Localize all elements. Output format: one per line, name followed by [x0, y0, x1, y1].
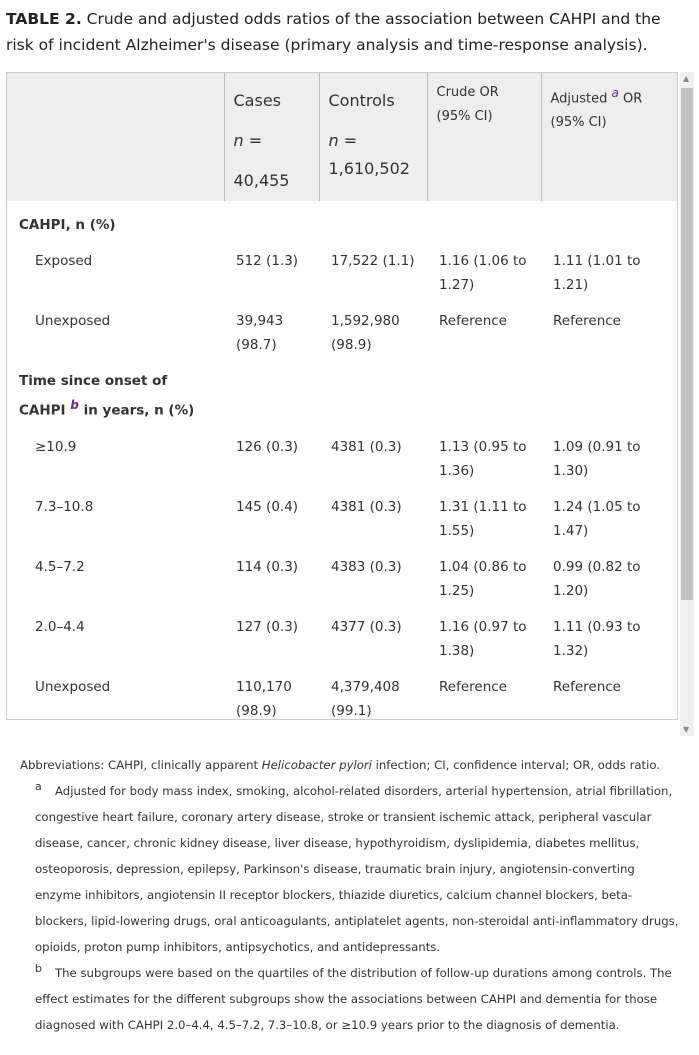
cell-controls: 17,522 (1.1) [331, 253, 415, 269]
footnote-a: a Adjusted for body mass index, smoking, … [35, 780, 679, 954]
cell-label: Unexposed [35, 678, 111, 695]
cell-crude: Reference [439, 678, 507, 695]
cell-label: Exposed [35, 253, 93, 269]
table-row: Exposed 512 (1.3) 17,522 (1.1) 1.16 (1.06 t… [7, 249, 677, 309]
cell-controls: 4,379,408 (99.1) [331, 678, 400, 719]
scrollbar[interactable]: ▲ ▼ [680, 72, 694, 736]
cell-label: ≥10.9 [35, 438, 77, 455]
table-container: Cases n = 40,455 Controls n = 1,610,502 Cr… [6, 72, 678, 720]
table-header-row: Cases n = 40,455 Controls n = 1,610,502 Cr… [7, 73, 677, 201]
cell-adjusted: 1.11 (0.93 to 1.32) [553, 618, 641, 659]
cell-cases: 145 (0.4) [236, 498, 299, 515]
cell-controls: 4383 (0.3) [331, 558, 402, 575]
cell-cases: 512 (1.3) [236, 253, 299, 269]
cell-crude: 1.13 (0.95 to 1.36) [439, 438, 527, 479]
table-caption: TABLE 2. Crude and adjusted odds ratios … [6, 6, 692, 58]
caption-label: TABLE 2. [6, 10, 82, 28]
cell-controls: 1,592,980 (98.9) [331, 313, 400, 353]
cell-label: Unexposed [35, 313, 111, 329]
cell-cases: 110,170 (98.9) [236, 678, 292, 719]
cell-adjusted: Reference [553, 313, 621, 329]
cell-crude: 1.16 (0.97 to 1.38) [439, 618, 527, 659]
table-row: Unexposed 110,170 (98.9) 4,379,408 (99.1) R… [7, 675, 677, 720]
cell-crude: 1.16 (1.06 to 1.27) [439, 253, 527, 293]
header-controls: Controls n = 1,610,502 [318, 73, 427, 201]
section-title: Time since onset of CAHPI b in years, n … [19, 373, 195, 419]
scroll-up-icon[interactable]: ▲ [683, 74, 690, 83]
table-footnotes: Abbreviations: CAHPI, clinically apparen… [20, 752, 680, 1038]
cell-cases: 127 (0.3) [236, 618, 299, 635]
footnote-b: b The subgroups were based on the quartil… [35, 962, 672, 1032]
section-title: CAHPI, n (%) [19, 217, 116, 233]
cell-controls: 4381 (0.3) [331, 498, 402, 515]
cell-crude: 1.31 (1.11 to 1.55) [439, 498, 527, 539]
cell-label: 2.0–4.4 [35, 618, 85, 635]
table-row: 7.3–10.8 145 (0.4) 4381 (0.3) 1.31 (1.11 to… [7, 495, 677, 555]
header-empty [7, 73, 224, 201]
cell-cases: 126 (0.3) [236, 438, 299, 455]
cell-crude: Reference [439, 313, 507, 329]
cell-cases: 114 (0.3) [236, 558, 299, 575]
cell-adjusted: 1.11 (1.01 to 1.21) [553, 253, 641, 293]
cell-cases: 39,943 (98.7) [236, 313, 284, 353]
table-row: 2.0–4.4 127 (0.3) 4377 (0.3) 1.16 (0.97 to … [7, 615, 677, 675]
header-adjusted-or: Adjusted a OR (95% CI) [540, 73, 677, 201]
abbreviations: Abbreviations: CAHPI, clinically apparen… [20, 758, 661, 772]
table-row: ≥10.9 126 (0.3) 4381 (0.3) 1.13 (0.95 to 1.… [7, 435, 677, 495]
header-crude-or: Crude OR (95% CI) [426, 73, 541, 201]
scroll-down-icon[interactable]: ▼ [683, 725, 690, 734]
caption-text: Crude and adjusted odds ratios of the as… [6, 10, 661, 54]
results-table: Cases n = 40,455 Controls n = 1,610,502 Cr… [7, 73, 677, 720]
cell-adjusted: Reference [553, 678, 621, 695]
cell-controls: 4377 (0.3) [331, 618, 402, 635]
cell-controls: 4381 (0.3) [331, 438, 402, 455]
table-row: Unexposed 39,943 (98.7) 1,592,980 (98.9) Re… [7, 309, 677, 369]
section-header-row: Time since onset of CAHPI b in years, n … [7, 369, 677, 435]
section-header-row: CAHPI, n (%) [7, 201, 677, 249]
cell-adjusted: 1.09 (0.91 to 1.30) [553, 438, 641, 479]
cell-label: 4.5–7.2 [35, 558, 85, 575]
cell-adjusted: 0.99 (0.82 to 1.20) [553, 558, 641, 599]
cell-crude: 1.04 (0.86 to 1.25) [439, 558, 527, 599]
header-cases: Cases n = 40,455 [223, 73, 319, 201]
scrollbar-thumb[interactable] [681, 88, 693, 600]
cell-label: 7.3–10.8 [35, 498, 94, 515]
cell-adjusted: 1.24 (1.05 to 1.47) [553, 498, 641, 539]
table-row: 4.5–7.2 114 (0.3) 4383 (0.3) 1.04 (0.86 to … [7, 555, 677, 615]
